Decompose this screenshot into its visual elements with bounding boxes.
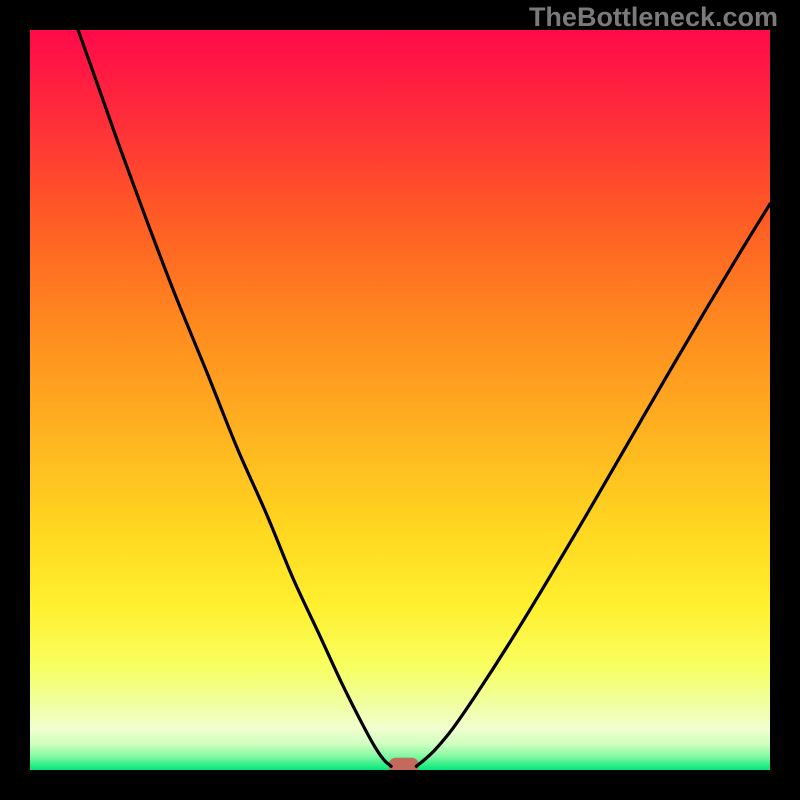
plot-area — [30, 30, 770, 770]
watermark-text: TheBottleneck.com — [529, 2, 778, 33]
chart-container: TheBottleneck.com — [0, 0, 800, 800]
